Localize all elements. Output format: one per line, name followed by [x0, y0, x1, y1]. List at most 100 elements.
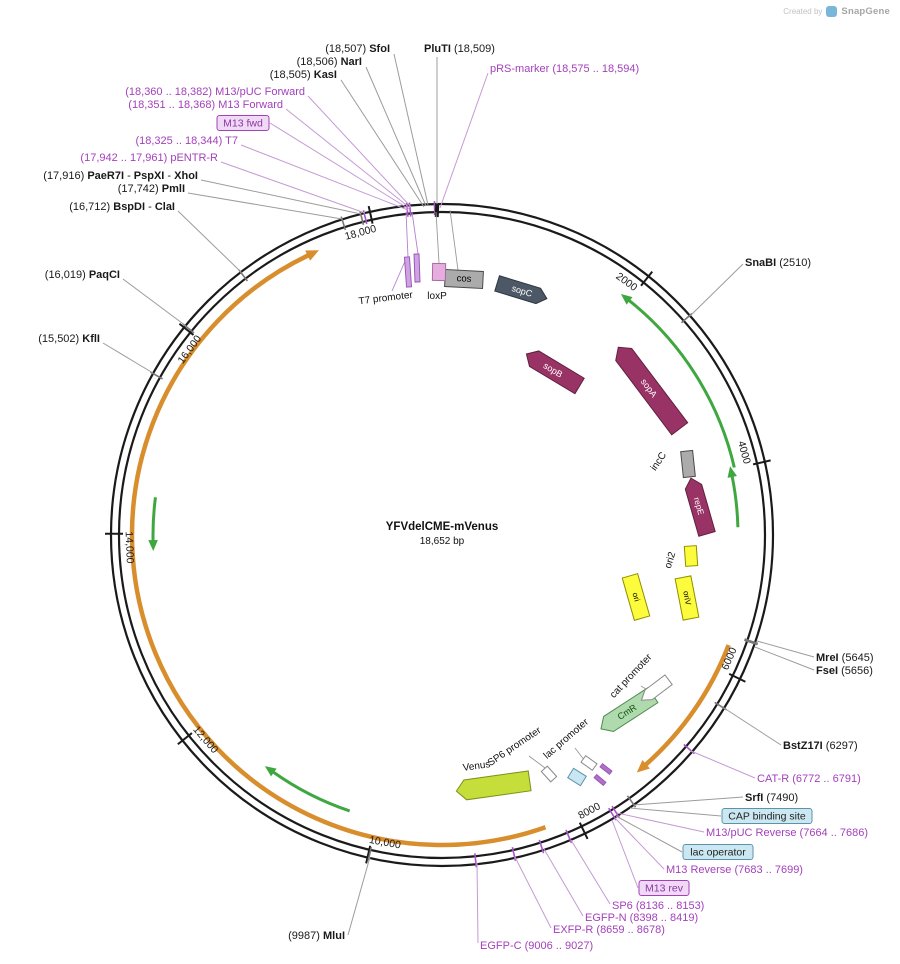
- label-sp6-promoter[interactable]: SP6 promoter: [486, 725, 544, 769]
- gene-arc-bottom-left[interactable]: [264, 766, 351, 813]
- connector-line: [405, 211, 409, 258]
- svg-text:lac operator: lac operator: [690, 847, 746, 859]
- feature-venus[interactable]: [455, 770, 532, 801]
- feature-m13-fwd-glyph[interactable]: [413, 253, 421, 283]
- label-loxp[interactable]: loxP: [427, 291, 447, 302]
- feature-sopA[interactable]: sopA: [610, 341, 689, 436]
- callout-m13-puc-forward: (18,360 .. 18,382) M13/pUC Forward: [125, 86, 412, 208]
- callout-text[interactable]: PluTI (18,509): [424, 43, 495, 55]
- leader-line: [347, 856, 371, 936]
- callout-text[interactable]: (16,712) BspDI - ClaI: [69, 201, 175, 213]
- callout-text[interactable]: (18,505) KasI: [270, 69, 337, 81]
- callout-m13-puc-reverse: M13/pUC Reverse (7664 .. 7686): [616, 812, 868, 839]
- callout-text[interactable]: EXFP-R (8659 .. 8678): [553, 924, 665, 936]
- scale-tick: [178, 322, 195, 336]
- scale-label: 4000: [735, 440, 753, 466]
- orf-arc-right[interactable]: [636, 644, 731, 773]
- label-incc[interactable]: incC: [649, 450, 669, 473]
- callout-paqci: (16,019) PaqCI: [45, 269, 187, 327]
- callout-text[interactable]: EGFP-N (8398 .. 8419): [585, 912, 698, 924]
- site-tick-gray: [744, 638, 759, 645]
- callout-m13-fwd: M13 fwd: [216, 115, 410, 210]
- callout-box[interactable]: [638, 880, 690, 896]
- leader-line: [570, 839, 611, 905]
- callout-text[interactable]: SrfI (7490): [745, 792, 798, 804]
- gene-arc-repe[interactable]: [727, 466, 740, 528]
- scale-tick: [578, 822, 589, 840]
- callout-pluti: PluTI (18,509): [424, 43, 495, 204]
- callout-text[interactable]: SP6 (8136 .. 8153): [612, 900, 704, 912]
- label-lac-promoter[interactable]: lac promoter: [542, 716, 592, 761]
- callout-text[interactable]: (15,502) KflI: [38, 333, 100, 345]
- leader-line: [187, 192, 343, 220]
- site-tick-purple: [608, 807, 617, 821]
- leader-line: [285, 108, 411, 209]
- feature-oriV[interactable]: oriV: [674, 575, 700, 621]
- callout-text[interactable]: (17,742) PmlI: [118, 183, 185, 195]
- feature-cos[interactable]: cos: [444, 268, 484, 290]
- callout-text[interactable]: FseI (5656): [816, 665, 873, 677]
- gene-arc-left[interactable]: [148, 497, 158, 552]
- label-ori2[interactable]: ori2: [663, 550, 679, 570]
- callout-text[interactable]: (18,507) SfoI: [325, 43, 390, 55]
- callout-text[interactable]: (9987) MluI: [288, 930, 345, 942]
- watermark-brand: SnapGene: [841, 6, 890, 17]
- snapgene-logo-icon: [826, 6, 838, 17]
- callout-exfp-r: EXFP-R (8659 .. 8678): [514, 856, 665, 936]
- callout-text[interactable]: (18,351 .. 18,368) M13 Forward: [128, 99, 283, 111]
- feature-primer-glyph-2[interactable]: [599, 763, 613, 775]
- leader-line: [393, 53, 429, 206]
- leader-line: [102, 342, 154, 374]
- callout-bspdi-clai: (16,712) BspDI - ClaI: [69, 201, 242, 273]
- callout-text[interactable]: SnaBI (2510): [745, 257, 811, 269]
- feature-primer-glyph-1[interactable]: [593, 773, 607, 787]
- feature-ori2-box[interactable]: [683, 545, 699, 567]
- feature-repE[interactable]: repE: [683, 476, 716, 537]
- orf-arc-main[interactable]: [129, 250, 547, 848]
- callout-text[interactable]: BstZ17I (6297): [783, 740, 858, 752]
- feature-lac-promoter-glyph[interactable]: [580, 754, 598, 772]
- callout-text[interactable]: (18,360 .. 18,382) M13/pUC Forward: [125, 86, 305, 98]
- site-tick-purple: [611, 805, 621, 819]
- feature-incC[interactable]: [680, 449, 696, 479]
- callout-fsei: FseI (5656): [754, 646, 873, 677]
- feature-loxp-glyph[interactable]: [431, 262, 447, 282]
- label-venus[interactable]: Venus: [462, 759, 491, 774]
- callout-text[interactable]: (17,942 .. 17,961) pENTR-R: [80, 152, 218, 164]
- label-t7-promoter[interactable]: T7 promoter: [358, 290, 414, 308]
- callout-m13-rev: M13 rev: [611, 819, 690, 896]
- callout-sp6-primer: SP6 (8136 .. 8153): [570, 839, 704, 912]
- feature-sp6-promoter-glyph[interactable]: [540, 765, 558, 783]
- callout-text[interactable]: M13 Reverse (7683 .. 7699): [666, 864, 803, 876]
- leader-line: [307, 95, 412, 208]
- site-tick-purple: [474, 853, 478, 868]
- callout-box[interactable]: [682, 844, 754, 860]
- feature-cat-promoter-arrow[interactable]: [638, 674, 673, 705]
- callout-prs-marker: pRS-marker (18,575 .. 18,594): [439, 63, 639, 209]
- callout-box[interactable]: [721, 808, 813, 824]
- callout-paer7i-pspxi-xhoi: (17,916) PaeR7I - PspXI - XhoI: [43, 170, 362, 215]
- feature-sopB[interactable]: sopB: [522, 346, 585, 395]
- feature-lac-operator-glyph[interactable]: [567, 767, 587, 787]
- callout-egfp-n: EGFP-N (8398 .. 8419): [543, 848, 698, 924]
- feature-sopC[interactable]: sopC: [494, 275, 549, 307]
- callout-cap-binding-site: CAP binding site: [629, 807, 813, 824]
- callout-text[interactable]: (17,916) PaeR7I - PspXI - XhoI: [43, 170, 198, 182]
- callout-mrei: MreI (5645): [756, 640, 873, 664]
- feature-t7-promoter-glyph[interactable]: [403, 256, 413, 288]
- callout-text[interactable]: EGFP-C (9006 .. 9027): [480, 940, 593, 952]
- callout-text[interactable]: (16,019) PaqCI: [45, 269, 120, 281]
- callout-text[interactable]: M13/pUC Reverse (7664 .. 7686): [706, 827, 868, 839]
- callout-sfoi: (18,507) SfoI: [325, 43, 429, 206]
- callout-text[interactable]: CAT-R (6772 .. 6791): [757, 773, 861, 785]
- callout-text[interactable]: pRS-marker (18,575 .. 18,594): [490, 63, 639, 75]
- leader-line: [514, 856, 552, 929]
- feature-ori[interactable]: ori: [621, 573, 651, 621]
- gene-arc-sop[interactable]: [620, 293, 736, 468]
- callout-text[interactable]: (18,325 .. 18,344) T7: [135, 135, 238, 147]
- callout-text[interactable]: MreI (5645): [816, 652, 873, 664]
- callout-text[interactable]: (18,506) NarI: [297, 56, 362, 68]
- pluti-site-mark: [434, 202, 440, 218]
- callout-box[interactable]: [216, 115, 270, 131]
